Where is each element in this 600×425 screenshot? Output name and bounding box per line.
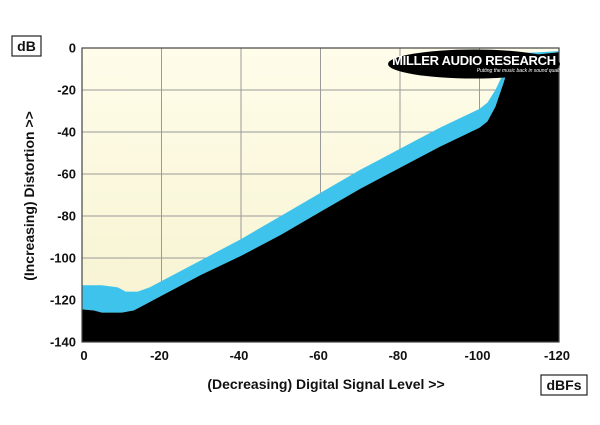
y-tick-label: -100 xyxy=(50,251,76,266)
y-tick-label: -60 xyxy=(57,167,76,182)
y-axis-label: (Increasing) Distortion >> xyxy=(21,111,37,281)
y-unit-box: dB xyxy=(11,35,42,57)
x-tick-label: -120 xyxy=(544,348,570,363)
logo-tagline: Putting the music back in sound quality xyxy=(477,68,564,74)
logo-name: MILLER AUDIO RESEARCH xyxy=(392,53,556,68)
x-tick-label: -20 xyxy=(150,348,169,363)
plot-border xyxy=(81,47,560,343)
noise-floor-area xyxy=(82,52,559,342)
y-tick-label: -140 xyxy=(50,335,76,350)
y-tick-label: -40 xyxy=(57,125,76,140)
x-axis-label: (Decreasing) Digital Signal Level >> xyxy=(207,376,444,392)
y-tick-label: -120 xyxy=(50,293,76,308)
x-tick-label: -60 xyxy=(309,348,328,363)
x-tick-labels: 0 -20 -40 -60 -80 -100 -120 xyxy=(80,348,570,363)
y-tick-label: 0 xyxy=(69,41,76,56)
x-tick-label: -100 xyxy=(464,348,490,363)
y-tick-label: -80 xyxy=(57,209,76,224)
x-unit-box: dBFs xyxy=(540,374,588,396)
x-tick-label: 0 xyxy=(80,348,87,363)
y-unit-label: dB xyxy=(17,38,36,54)
miller-audio-research-logo: MILLER AUDIO RESEARCH Putting the music … xyxy=(388,49,564,79)
x-tick-label: -40 xyxy=(230,348,249,363)
x-tick-label: -80 xyxy=(389,348,408,363)
y-tick-labels: 0 -20 -40 -60 -80 -100 -120 -140 xyxy=(50,41,76,350)
x-unit-label: dBFs xyxy=(547,377,582,393)
y-tick-label: -20 xyxy=(57,83,76,98)
